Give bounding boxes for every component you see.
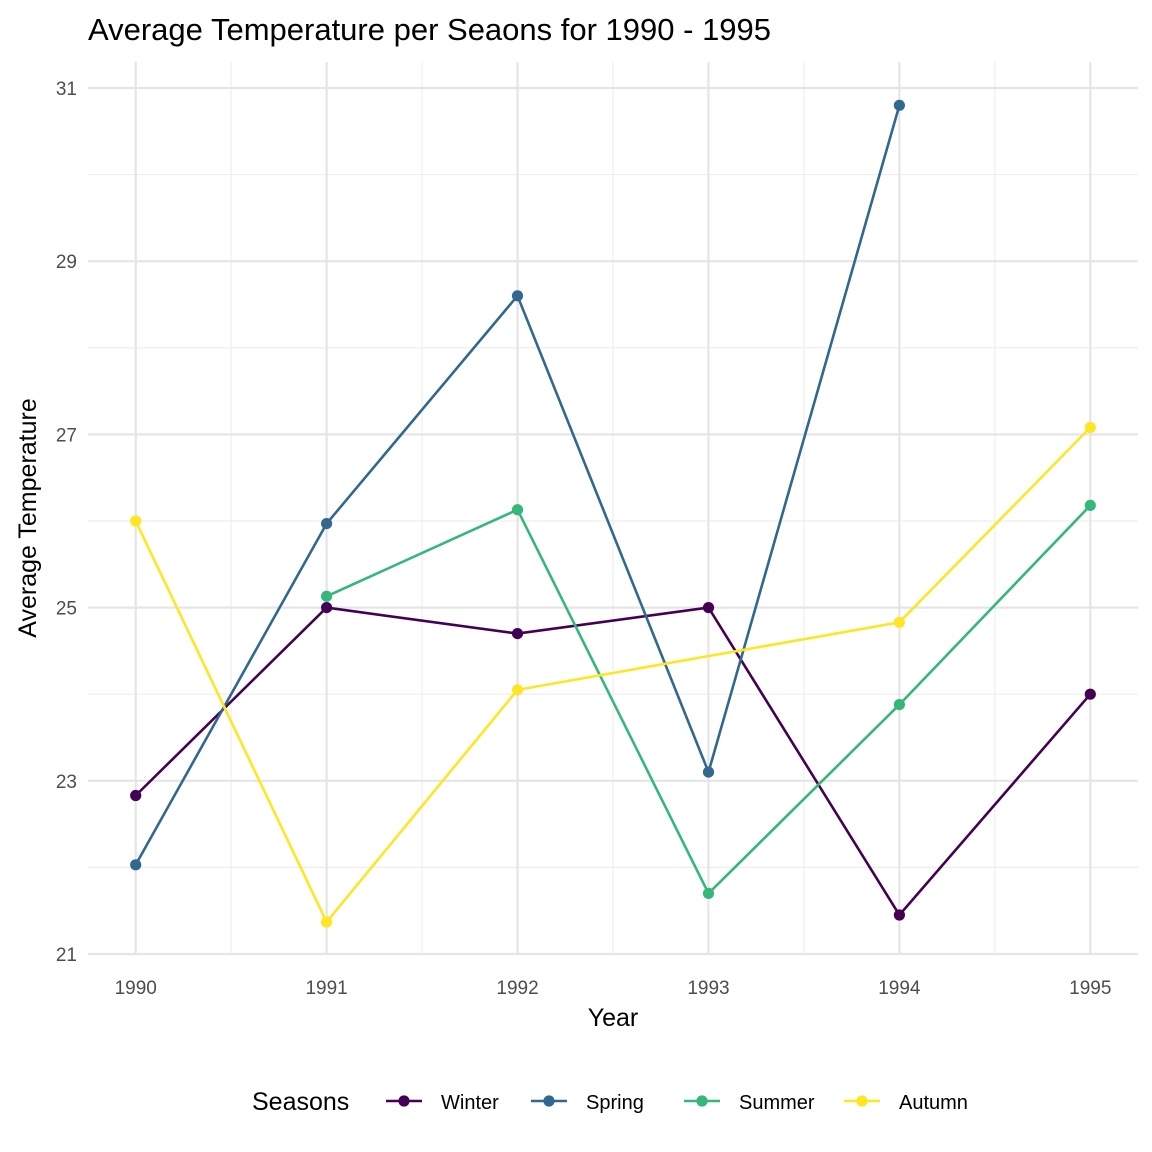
- series-points: [130, 99, 1096, 928]
- x-tick-label: 1995: [1069, 978, 1111, 999]
- data-point-summer: [893, 699, 906, 711]
- data-point-summer: [511, 504, 524, 516]
- y-tick-label: 25: [56, 599, 77, 620]
- legend-label: Summer: [739, 1092, 815, 1114]
- data-point-summer: [702, 887, 715, 900]
- legend-item-winter: Winter: [386, 1092, 499, 1114]
- legend-item-summer: Summer: [684, 1092, 815, 1114]
- data-point-autumn: [893, 616, 906, 628]
- data-point-autumn: [1084, 421, 1096, 434]
- data-point-winter: [511, 628, 524, 640]
- data-point-winter: [702, 602, 715, 614]
- x-tick-label: 1992: [496, 978, 538, 999]
- legend-label: Winter: [441, 1092, 499, 1114]
- grid: [88, 62, 1138, 956]
- x-tick-label: 1990: [115, 978, 157, 999]
- data-point-spring: [321, 518, 333, 530]
- y-tick-label: 27: [56, 425, 77, 446]
- data-point-spring: [511, 290, 524, 302]
- data-point-winter: [1084, 688, 1096, 700]
- x-axis-title: Year: [588, 1004, 639, 1032]
- y-tick-label: 31: [56, 79, 77, 100]
- x-tick-label: 1991: [305, 978, 347, 999]
- data-point-winter: [321, 602, 333, 614]
- x-axis-tick-labels: 1990 1991 1992 1993 1994 1995: [115, 978, 1112, 999]
- y-tick-label: 23: [56, 772, 77, 793]
- legend-key-point: [696, 1095, 708, 1107]
- y-tick-label: 21: [56, 945, 77, 966]
- x-tick-label: 1994: [878, 978, 921, 999]
- data-point-winter: [893, 909, 906, 921]
- chart-title: Average Temperature per Seaons for 1990 …: [88, 12, 771, 47]
- legend: Seasons Winter Spring Summer Autumn: [252, 1088, 968, 1116]
- legend-label: Spring: [586, 1092, 644, 1114]
- series-line-winter: [134, 606, 1092, 917]
- legend-label: Autumn: [899, 1092, 968, 1114]
- legend-title: Seasons: [252, 1088, 349, 1116]
- data-point-summer: [321, 590, 333, 602]
- data-point-summer: [1084, 499, 1096, 511]
- legend-key-point: [856, 1095, 868, 1107]
- x-tick-label: 1993: [687, 978, 729, 999]
- data-point-spring: [702, 766, 715, 778]
- data-point-spring: [893, 99, 906, 111]
- data-point-autumn: [511, 684, 524, 696]
- legend-item-spring: Spring: [531, 1092, 644, 1114]
- y-axis-title: Average Temperature: [14, 398, 42, 638]
- data-point-winter: [130, 789, 142, 802]
- data-point-spring: [130, 859, 142, 871]
- y-tick-label: 29: [56, 252, 77, 273]
- legend-key-point: [543, 1095, 555, 1107]
- y-axis-tick-labels: 21 23 25 27 29 31: [56, 79, 77, 966]
- legend-item-autumn: Autumn: [844, 1092, 968, 1114]
- data-point-autumn: [130, 515, 142, 527]
- legend-key-point: [398, 1095, 410, 1107]
- data-point-autumn: [321, 916, 333, 928]
